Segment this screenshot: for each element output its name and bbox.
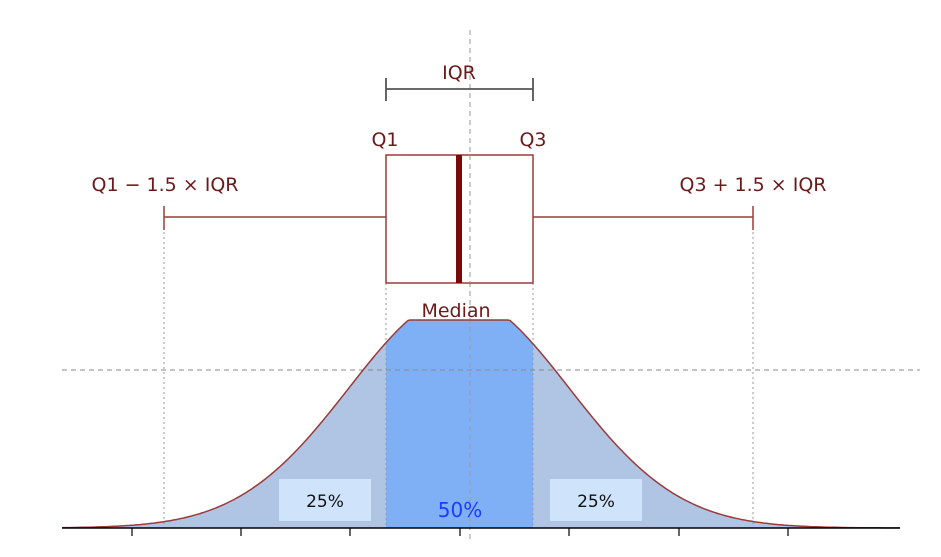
middle-percent-label: 50% xyxy=(438,498,482,522)
x-axis-ticks xyxy=(131,528,789,536)
right-percent-box xyxy=(550,479,642,521)
lower-fence-label: Q1 − 1.5 × IQR xyxy=(91,174,238,196)
iqr-label: IQR xyxy=(442,62,476,84)
q1-label: Q1 xyxy=(371,129,398,151)
upper-fence-label: Q3 + 1.5 × IQR xyxy=(679,174,826,196)
right-percent-label: 25% xyxy=(577,492,615,512)
left-percent-box xyxy=(279,479,371,521)
q3-label: Q3 xyxy=(519,129,546,151)
median-label: Median xyxy=(421,300,490,322)
left-percent-label: 25% xyxy=(306,492,344,512)
middle-50-area xyxy=(386,320,533,528)
whiskers xyxy=(163,206,754,230)
iqr-bracket xyxy=(385,78,534,101)
distribution-curve xyxy=(61,319,900,529)
dotted-guides xyxy=(163,222,754,528)
